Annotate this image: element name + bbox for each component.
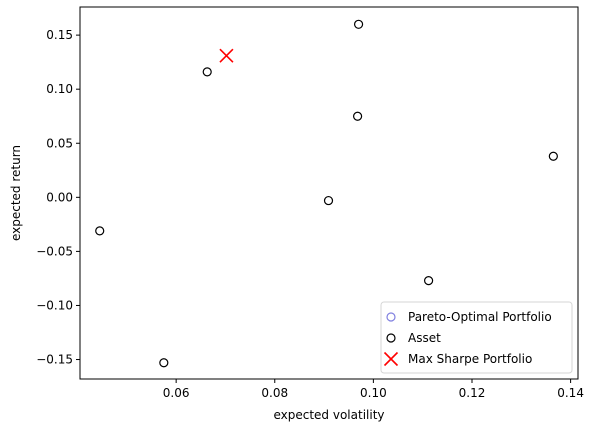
legend-label-pareto-optimal-portfolio: Pareto-Optimal Portfolio: [408, 310, 552, 324]
legend-marker-pareto-optimal-portfolio: [386, 312, 396, 322]
x-tick-label: 0.06: [163, 386, 190, 400]
legend-entries: Pareto-Optimal Portfolio Asset Max Sharpe …: [383, 310, 552, 367]
x-tick-label: 0.08: [261, 386, 288, 400]
plot-area-frame: [79, 6, 579, 380]
legend-marker-asset: [386, 333, 396, 343]
asset-point-2: [202, 67, 212, 77]
x-tick-label: 0.12: [459, 386, 486, 400]
max-sharpe-portfolio-point-0: [219, 48, 234, 63]
legend: Pareto-Optimal Portfolio Asset Max Sharpe …: [380, 301, 573, 374]
y-tick-label: −0.15: [36, 353, 73, 367]
y-tick-label: 0.05: [46, 136, 73, 150]
y-tick-label: −0.05: [36, 244, 73, 258]
asset-point-5: [353, 19, 364, 29]
legend-box: [380, 301, 573, 374]
asset-point-1: [159, 358, 169, 368]
asset-point-6: [424, 275, 434, 286]
y-axis-label: expected return: [9, 145, 23, 241]
asset-point-0: [95, 226, 105, 236]
x-axis-ticks: 0.06 0.08 0.10 0.12 0.14: [163, 379, 584, 400]
legend-label-max-sharpe-portfolio: Max Sharpe Portfolio: [408, 352, 532, 366]
legend-label-asset: Asset: [408, 331, 441, 345]
data-marks: [95, 19, 558, 368]
y-tick-label: −0.10: [36, 298, 73, 312]
y-tick-label: 0.00: [46, 190, 73, 204]
x-tick-label: 0.14: [557, 386, 584, 400]
y-axis-ticks: −0.15 −0.10 −0.05 0.00 0.05 0.10 0.15: [36, 28, 80, 367]
asset-point-3: [323, 195, 334, 206]
asset-point-4: [352, 111, 363, 121]
y-tick-label: 0.15: [46, 28, 73, 42]
asset-point-7: [548, 151, 558, 161]
y-tick-label: 0.10: [46, 82, 73, 96]
x-axis-label: expected volatility: [273, 408, 384, 422]
x-tick-label: 0.10: [360, 386, 387, 400]
legend-marker-max-sharpe-portfolio: [383, 351, 399, 367]
